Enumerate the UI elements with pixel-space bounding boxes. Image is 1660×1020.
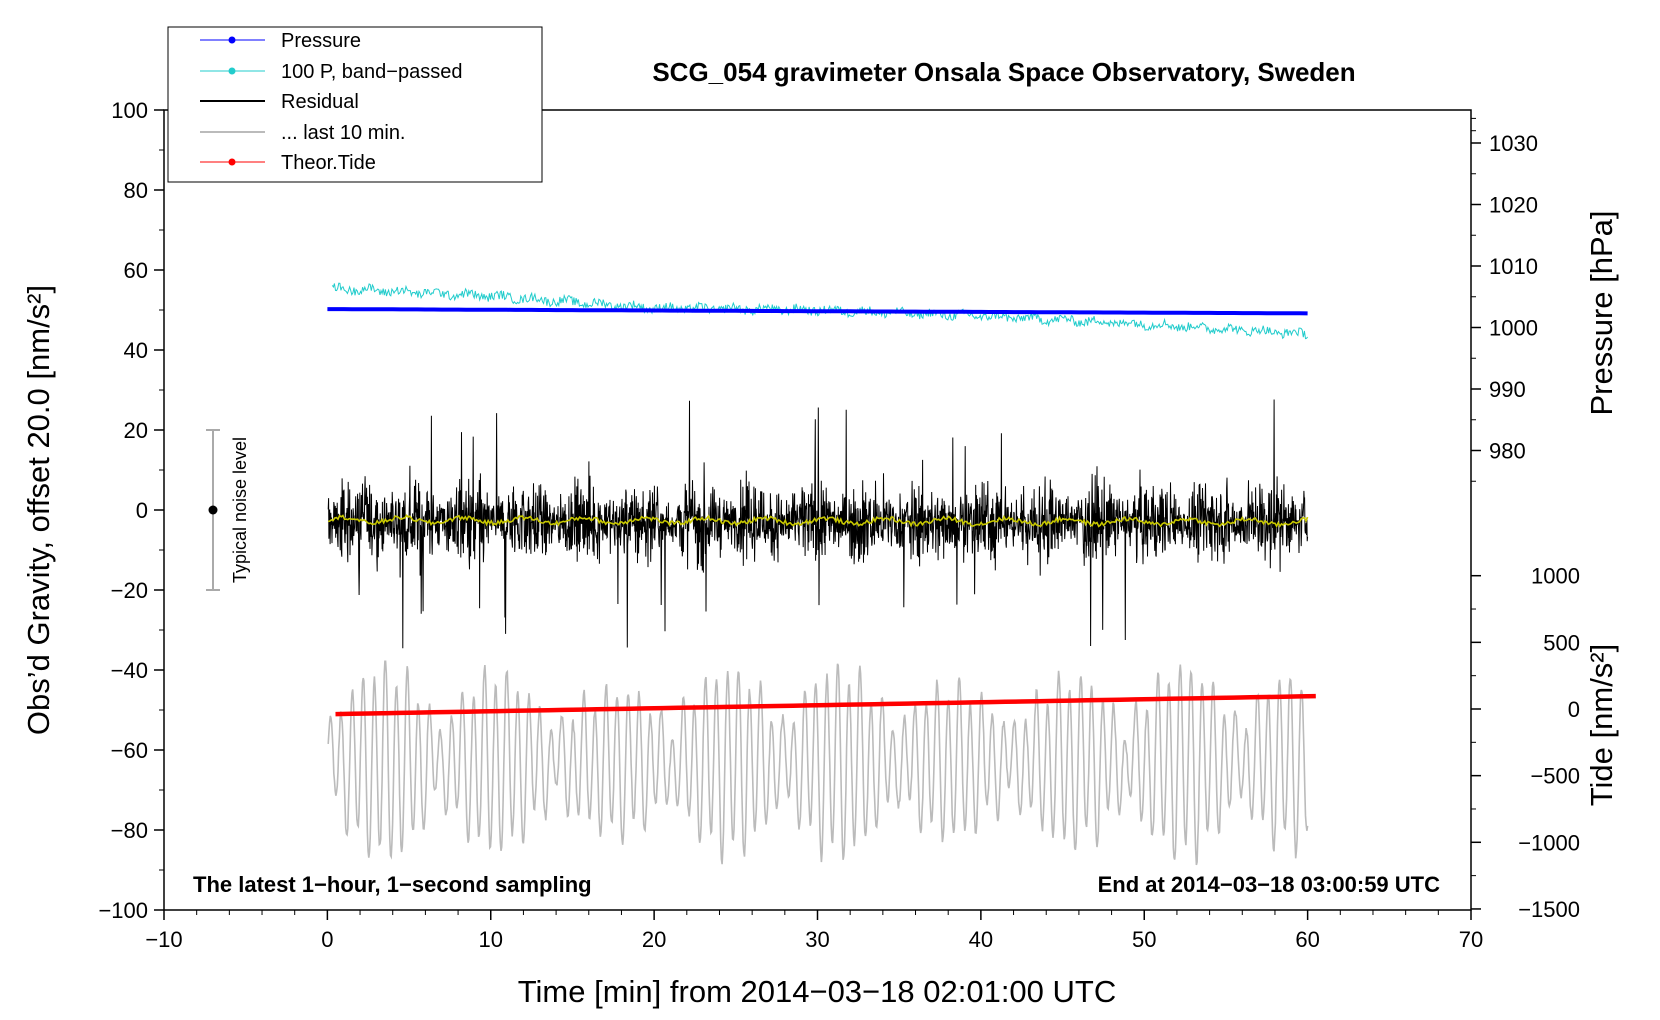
legend-marker-pressure xyxy=(228,36,236,44)
y-tick-label: −100 xyxy=(98,898,148,923)
legend-item-last10: ... last 10 min. xyxy=(200,122,406,144)
y-tick-label: −20 xyxy=(111,578,148,603)
noise-level-label: Typical noise level xyxy=(230,437,250,583)
legend-item-pressure: Pressure xyxy=(200,30,361,52)
data-series xyxy=(327,282,1316,866)
legend-item-tide: Theor.Tide xyxy=(200,152,376,174)
residual-smoothed-line xyxy=(327,514,1309,528)
pressure-tick-label: 1000 xyxy=(1489,316,1538,341)
tide-tick-label: 0 xyxy=(1568,697,1580,722)
pressure-tick-label: 980 xyxy=(1489,439,1526,464)
y-tick-label: 20 xyxy=(124,418,148,443)
x-axis-label: Time [min] from 2014−03−18 02:01:00 UTC xyxy=(518,974,1117,1009)
pressure-tick-label: 990 xyxy=(1489,377,1526,402)
bandpassed-pressure-line xyxy=(331,282,1308,340)
y-axis-label-tide: Tide [nm/s²] xyxy=(1584,644,1619,807)
y-tick-label: 80 xyxy=(124,178,148,203)
y-tick-label: −40 xyxy=(111,658,148,683)
tide-tick-label: 500 xyxy=(1543,630,1580,655)
legend-box xyxy=(167,26,543,183)
y-tick-label: 60 xyxy=(124,258,148,283)
y-axis-label-pressure: Pressure [hPa] xyxy=(1584,210,1619,415)
legend-label-last10: ... last 10 min. xyxy=(281,122,406,144)
y-tick-label: 40 xyxy=(124,338,148,363)
x-tick-label: −10 xyxy=(145,927,182,952)
x-tick-label: 40 xyxy=(969,927,993,952)
y-tick-label: 100 xyxy=(111,98,148,123)
chart-title: SCG_054 gravimeter Onsala Space Observat… xyxy=(652,57,1355,87)
legend-label-tide: Theor.Tide xyxy=(281,152,376,174)
x-tick-label: 0 xyxy=(321,927,333,952)
tide-tick-label: 1000 xyxy=(1531,564,1580,589)
legend-item-bandpassed: 100 P, band−passed xyxy=(200,61,462,83)
pressure-tick-label: 1030 xyxy=(1489,131,1538,156)
y-tick-label: 0 xyxy=(136,498,148,523)
annotation-end-time: End at 2014−03−18 03:00:59 UTC xyxy=(1098,872,1441,897)
x-tick-label: 60 xyxy=(1295,927,1319,952)
legend-marker-bandpassed xyxy=(228,67,236,75)
legend-item-residual: Residual xyxy=(200,91,359,113)
x-tick-label: 30 xyxy=(805,927,829,952)
x-tick-label: 70 xyxy=(1459,927,1483,952)
y-tick-label: −60 xyxy=(111,738,148,763)
x-tick-label: 10 xyxy=(479,927,503,952)
legend-label-pressure: Pressure xyxy=(281,30,361,52)
noise-bar-dot xyxy=(208,505,218,515)
tide-tick-label: −1000 xyxy=(1518,830,1580,855)
residual-line xyxy=(327,399,1309,649)
y-tick-label: −80 xyxy=(111,818,148,843)
y-axis-label-left: Obs’d Gravity, offset 20.0 [nm/s²] xyxy=(21,285,56,735)
legend-marker-tide xyxy=(228,158,236,166)
tide-tick-label: −1500 xyxy=(1518,897,1580,922)
annotation-sampling: The latest 1−hour, 1−second sampling xyxy=(193,872,592,897)
axis-ticks: −10 0 10 20 30 40 50 60 70100806040200−20−40−60−… xyxy=(98,98,1580,952)
noise-level-indicator: Typical noise level xyxy=(206,429,250,591)
pressure-tick-label: 1010 xyxy=(1489,254,1538,279)
tide-tick-label: −500 xyxy=(1530,764,1580,789)
x-tick-label: 50 xyxy=(1132,927,1156,952)
last-10-min-line xyxy=(327,660,1309,866)
legend: Pressure 100 P, band−passed Residual ...… xyxy=(167,26,543,183)
theoretical-tide-line xyxy=(335,693,1316,717)
legend-label-bandpassed: 100 P, band−passed xyxy=(281,61,462,83)
pressure-tick-label: 1020 xyxy=(1489,193,1538,218)
legend-label-residual: Residual xyxy=(281,91,359,113)
x-tick-label: 20 xyxy=(642,927,666,952)
pressure-line xyxy=(327,307,1308,316)
